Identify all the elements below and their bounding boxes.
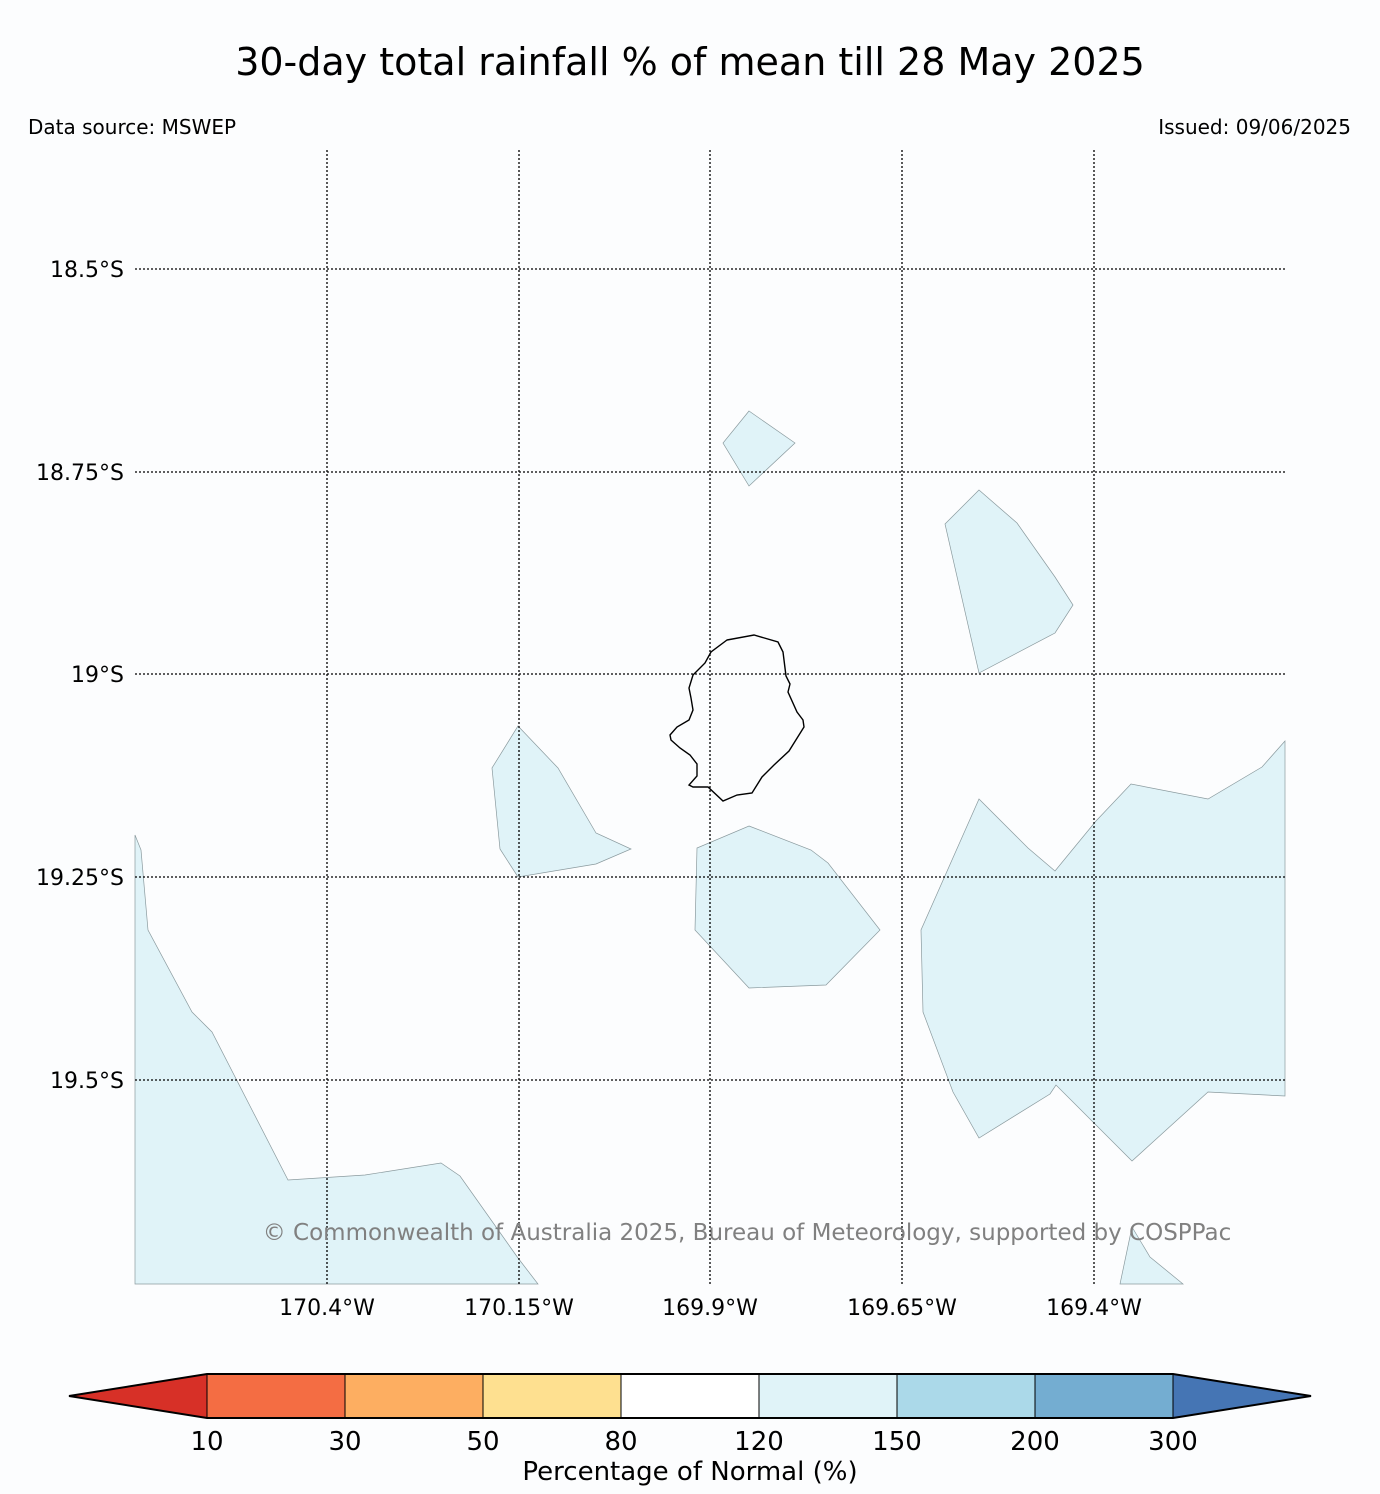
colorbar-tick-labels: 10 30 50 80 120 150 200 300 <box>190 1427 1197 1457</box>
rainfall-region-east <box>920 740 1286 1162</box>
rainfall-region-northeast <box>944 489 1074 674</box>
data-source-label: Data source: MSWEP <box>28 115 236 139</box>
latitude-label: 18.5°S <box>50 258 124 283</box>
rainfall-region-west-central <box>491 725 632 878</box>
longitude-label: 170.4°W <box>279 1296 375 1321</box>
longitude-label: 169.9°W <box>662 1296 758 1321</box>
longitude-labels: 170.4°W 170.15°W 169.9°W 169.65°W 169.4°… <box>279 1296 1142 1321</box>
colorbar-extend-low <box>69 1374 207 1418</box>
colorbar-tick-label: 200 <box>1010 1427 1060 1457</box>
rainfall-region-southeast-small <box>1119 1226 1184 1285</box>
latitude-label: 19°S <box>71 663 124 688</box>
colorbar-segment <box>759 1374 897 1418</box>
rainfall-regions <box>134 410 1286 1285</box>
latitude-labels: 18.5°S 18.75°S 19°S 19.25°S 19.5°S <box>36 258 124 1094</box>
longitude-label: 170.15°W <box>464 1296 574 1321</box>
colorbar-segment <box>345 1374 483 1418</box>
niue-island-outline <box>669 634 805 802</box>
colorbar-extend-high <box>1173 1374 1311 1418</box>
rainfall-region-north-small <box>722 410 796 487</box>
colorbar-outline <box>68 1373 1312 1419</box>
colorbar-tick-label: 30 <box>328 1427 361 1457</box>
colorbar-segment <box>207 1374 345 1418</box>
longitude-label: 169.4°W <box>1046 1296 1142 1321</box>
map-title: 30-day total rainfall % of mean till 28 … <box>235 40 1145 84</box>
colorbar-tick-label: 300 <box>1148 1427 1198 1457</box>
rainfall-region-southwest <box>134 834 539 1285</box>
colorbar-dividers <box>206 1374 1174 1418</box>
colorbar-tick-label: 120 <box>734 1427 784 1457</box>
rainfall-region-south-central <box>694 825 881 989</box>
graticule <box>135 150 1285 1284</box>
colorbar: 10 30 50 80 120 150 200 300 Percentage o… <box>68 1373 1312 1487</box>
longitude-label: 169.65°W <box>847 1296 957 1321</box>
colorbar-segments <box>69 1374 1311 1418</box>
colorbar-segment <box>621 1374 759 1418</box>
copyright-notice: © Commonwealth of Australia 2025, Bureau… <box>263 1220 1232 1246</box>
colorbar-axis-label: Percentage of Normal (%) <box>522 1457 857 1487</box>
colorbar-segment <box>1035 1374 1173 1418</box>
latitude-label: 19.5°S <box>50 1069 124 1094</box>
colorbar-tick-label: 150 <box>872 1427 922 1457</box>
latitude-label: 18.75°S <box>36 461 124 486</box>
map-area: 18.5°S 18.75°S 19°S 19.25°S 19.5°S 170.4… <box>36 150 1286 1321</box>
colorbar-tick-label: 80 <box>604 1427 637 1457</box>
colorbar-segment <box>483 1374 621 1418</box>
colorbar-segment <box>897 1374 1035 1418</box>
issued-date-label: Issued: 09/06/2025 <box>1158 115 1351 139</box>
colorbar-tick-label: 50 <box>466 1427 499 1457</box>
latitude-label: 19.25°S <box>36 866 124 891</box>
colorbar-tick-label: 10 <box>190 1427 223 1457</box>
